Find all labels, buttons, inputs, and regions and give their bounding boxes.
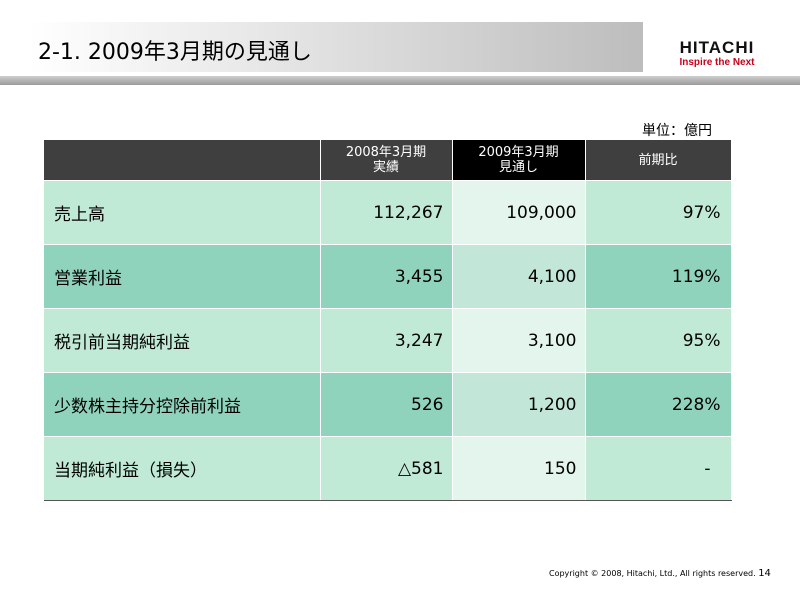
logo-tagline: Inspire the Next xyxy=(679,57,755,68)
title-bar: 2-1. 2009年3月期の見通し HITACHI Inspire the Ne… xyxy=(0,0,800,86)
row-label: 少数株主持分控除前利益 xyxy=(44,372,321,437)
cell-forecast-2009: 150 xyxy=(452,436,586,501)
copyright-text: Copyright © 2008, Hitachi, Ltd., All rig… xyxy=(549,569,756,578)
header-forecast-2009-line1: 2009年3月期 xyxy=(478,145,559,160)
cell-actual-2008: △581 xyxy=(320,436,453,501)
header-forecast-2009: 2009年3月期 見通し xyxy=(452,140,586,181)
title-background xyxy=(28,22,643,72)
hitachi-logo: HITACHI Inspire the Next xyxy=(662,38,772,68)
logo-name: HITACHI xyxy=(679,38,755,57)
table-row: 当期純利益（損失） △581 150 - xyxy=(44,436,732,501)
cell-yoy: 119% xyxy=(585,244,732,309)
table-row: 税引前当期純利益 3,247 3,100 95% xyxy=(44,308,732,373)
cell-forecast-2009: 3,100 xyxy=(452,308,586,373)
cell-yoy: 228% xyxy=(585,372,732,437)
cell-actual-2008: 526 xyxy=(320,372,453,437)
table-row: 売上高 112,267 109,000 97% xyxy=(44,180,732,245)
table-row: 少数株主持分控除前利益 526 1,200 228% xyxy=(44,372,732,437)
cell-forecast-2009: 1,200 xyxy=(452,372,586,437)
cell-actual-2008: 3,247 xyxy=(320,308,453,373)
header-yoy-label: 前期比 xyxy=(638,152,678,168)
header-actual-2008-line2: 実績 xyxy=(372,160,399,175)
title-divider xyxy=(0,76,800,85)
unit-label: 単位：億円 xyxy=(642,123,712,139)
header-actual-2008: 2008年3月期 実績 xyxy=(320,140,453,181)
footer: Copyright © 2008, Hitachi, Ltd., All rig… xyxy=(549,568,771,579)
table-header-row: 2008年3月期 実績 2009年3月期 見通し 前期比 xyxy=(44,140,732,181)
row-label: 営業利益 xyxy=(44,244,321,309)
cell-forecast-2009: 109,000 xyxy=(452,180,586,245)
header-forecast-2009-line2: 見通し xyxy=(498,160,538,175)
row-label: 売上高 xyxy=(44,180,321,245)
row-label: 税引前当期純利益 xyxy=(44,308,321,373)
cell-actual-2008: 3,455 xyxy=(320,244,453,309)
row-label: 当期純利益（損失） xyxy=(44,436,321,501)
forecast-table: 2008年3月期 実績 2009年3月期 見通し 前期比 売上高 112,267… xyxy=(44,140,732,501)
page-number: 14 xyxy=(758,568,771,579)
cell-yoy: 95% xyxy=(585,308,732,373)
cell-yoy: 97% xyxy=(585,180,732,245)
header-yoy: 前期比 xyxy=(585,140,732,181)
header-blank xyxy=(44,140,321,181)
header-actual-2008-line1: 2008年3月期 xyxy=(345,145,427,160)
cell-actual-2008: 112,267 xyxy=(320,180,453,245)
cell-yoy: - xyxy=(585,436,732,501)
cell-forecast-2009: 4,100 xyxy=(452,244,586,309)
table-row: 営業利益 3,455 4,100 119% xyxy=(44,244,732,309)
page-title: 2-1. 2009年3月期の見通し xyxy=(38,40,312,65)
